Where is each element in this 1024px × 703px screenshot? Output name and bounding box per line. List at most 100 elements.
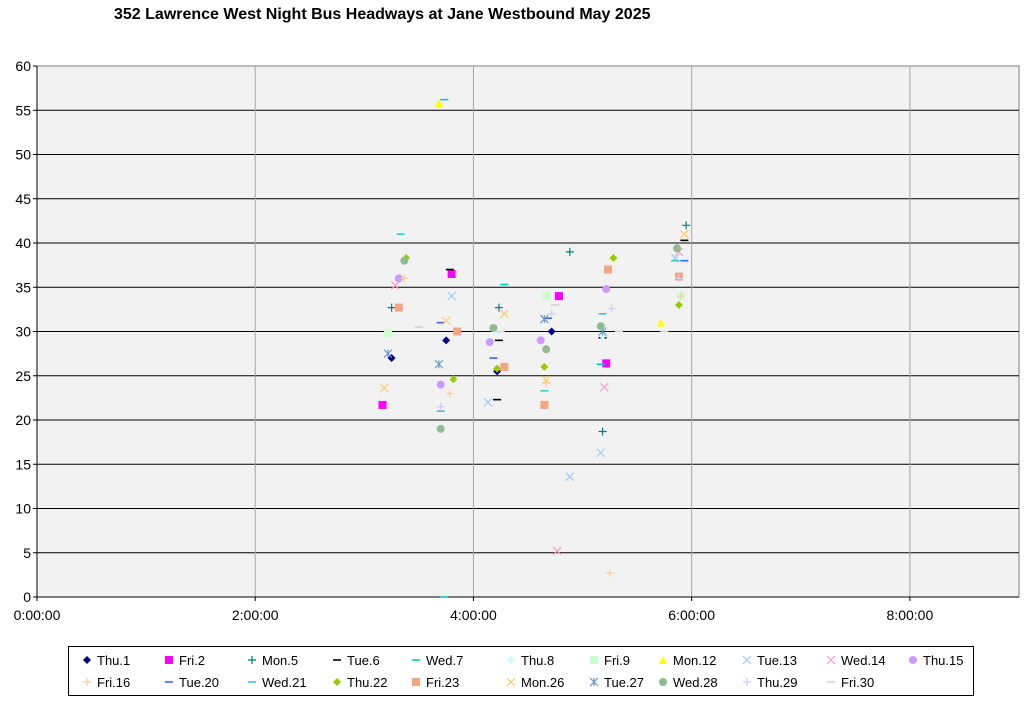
legend-marker-icon [506, 677, 516, 687]
legend-label: Fri.9 [604, 652, 630, 668]
legend-item: Fri.23 [408, 672, 459, 692]
x-tick-label: 2:00:00 [232, 607, 279, 623]
legend-item: Fri.30 [823, 672, 874, 692]
data-point [674, 300, 683, 309]
data-point [445, 389, 454, 398]
data-point [674, 274, 683, 283]
data-point [387, 303, 396, 312]
data-point [447, 291, 457, 301]
legend-item: Fri.9 [586, 650, 630, 670]
y-tick-label: 50 [15, 147, 31, 163]
data-point [554, 292, 563, 301]
legend-item: Thu.8 [503, 650, 554, 670]
legend-marker [590, 656, 598, 664]
legend-label: Thu.29 [757, 674, 798, 690]
chart-title: 352 Lawrence West Night Bus Headways at … [114, 6, 651, 23]
data-point [436, 424, 445, 433]
data-points [378, 98, 691, 598]
legend-marker-icon [659, 656, 667, 664]
y-tick-label: 15 [15, 456, 31, 472]
data-point [673, 244, 682, 253]
grid-lines [33, 65, 1019, 601]
legend-label: Thu.22 [347, 674, 388, 690]
x-tick-label: 0:00:00 [14, 607, 61, 623]
tick-labels: 0 5 10 15 20 25 30 35 40 45 50 55 60 0:00:00 2:00:00 4:… [14, 58, 934, 623]
legend-item: Tue.20 [161, 672, 219, 692]
legend-marker-icon [83, 656, 91, 664]
legend-item: Wed.28 [655, 672, 718, 692]
legend-marker-icon [742, 655, 752, 665]
legend-item: Thu.1 [79, 650, 130, 670]
legend-item: Tue.27 [586, 672, 644, 692]
data-point [656, 318, 665, 327]
data-point [542, 345, 551, 354]
data-point [607, 304, 616, 313]
legend-marker [743, 678, 751, 686]
y-tick-label: 40 [15, 235, 31, 251]
data-point [547, 327, 556, 336]
data-point [541, 375, 551, 385]
legend-marker [589, 677, 599, 687]
data-point [485, 338, 494, 347]
data-point [390, 281, 400, 290]
data-point [547, 309, 556, 318]
data-point [596, 448, 606, 458]
legend-label: Fri.16 [97, 674, 131, 690]
y-tick-label: 35 [15, 279, 31, 295]
legend-marker [742, 655, 752, 665]
legend-marker [248, 656, 256, 664]
y-tick-label: 5 [23, 545, 31, 561]
data-point [552, 546, 562, 556]
data-point [679, 229, 689, 239]
legend-label: Wed.14 [841, 652, 886, 668]
data-point [434, 99, 443, 108]
y-tick-label: 45 [15, 191, 31, 207]
y-tick-label: 60 [15, 58, 31, 74]
legend-item: Tue.6 [329, 650, 380, 670]
data-point [400, 256, 409, 265]
data-point [536, 336, 545, 345]
data-point [604, 265, 613, 274]
legend-marker [83, 656, 91, 664]
legend-marker [412, 678, 420, 686]
legend-item: Thu.22 [329, 672, 387, 692]
legend-label: Tue.27 [604, 674, 644, 690]
legend-label: Wed.21 [262, 674, 307, 690]
data-point [602, 359, 611, 368]
legend-label: Fri.30 [841, 674, 875, 690]
legend-label: Thu.15 [923, 652, 964, 668]
legend-marker-icon [412, 659, 420, 661]
legend-marker [83, 678, 91, 686]
legend-item: Thu.15 [905, 650, 963, 670]
data-point [383, 329, 392, 338]
data-point [539, 314, 549, 324]
legend-label: Mon.26 [521, 674, 565, 690]
legend-marker [659, 656, 667, 664]
data-point [500, 362, 509, 371]
legend-item: Fri.16 [79, 672, 130, 692]
legend-label: Wed.28 [673, 674, 718, 690]
legend-marker-icon [333, 659, 341, 661]
data-point [609, 254, 618, 263]
y-tick-label: 20 [15, 412, 31, 428]
legend-label: Fri.23 [426, 674, 460, 690]
data-point [565, 472, 575, 482]
y-tick-label: 10 [15, 501, 31, 517]
legend-marker-icon [826, 655, 836, 665]
data-point [565, 247, 574, 256]
legend-marker-icon [165, 656, 173, 664]
legend-marker [165, 656, 173, 664]
legend-item: Tue.13 [739, 650, 797, 670]
legend-label: Thu.1 [97, 652, 131, 668]
y-tick-label: 30 [15, 324, 31, 340]
legend-label: Mon.5 [262, 652, 299, 668]
legend-label: Tue.20 [179, 674, 219, 690]
data-point [400, 274, 409, 283]
data-point [540, 400, 549, 409]
chart-plot: 0 5 10 15 20 25 30 35 40 45 50 55 60 0:00:00 2:00:00 4:… [14, 58, 1020, 623]
data-point [598, 427, 607, 436]
legend-item: Thu.29 [739, 672, 797, 692]
legend-marker-icon [743, 678, 751, 686]
data-point [676, 292, 685, 301]
y-tick-label: 0 [23, 589, 31, 605]
